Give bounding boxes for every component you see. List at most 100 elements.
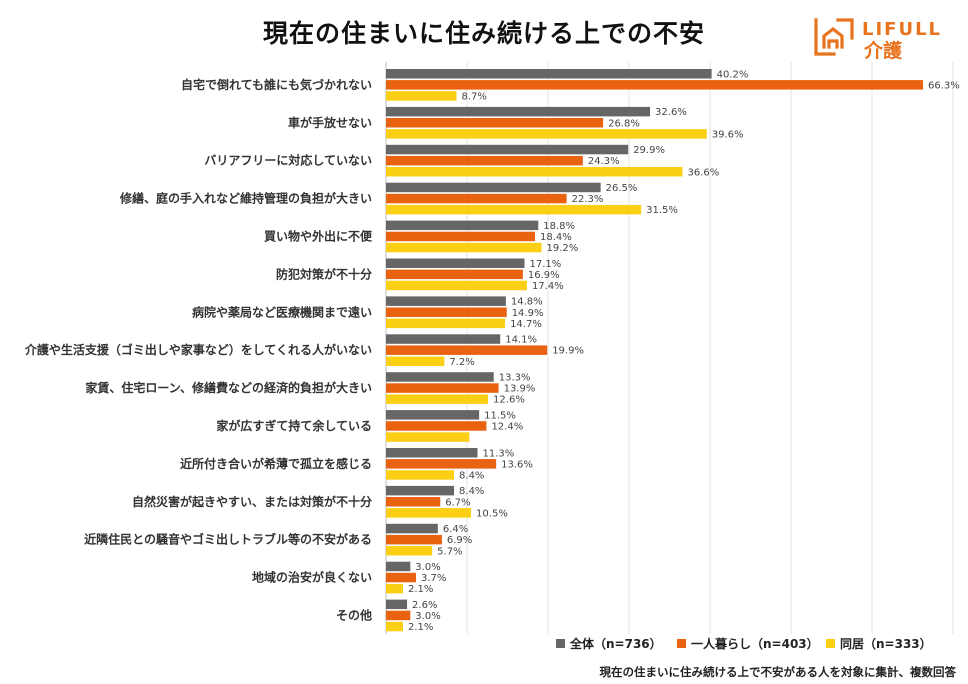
value-label: 19.9% bbox=[552, 346, 584, 357]
value-label: 26.5% bbox=[606, 183, 638, 194]
legend-label-2: 同居（n=333） bbox=[840, 636, 932, 651]
bar-series-2-cat-9 bbox=[386, 432, 470, 442]
category-label: その他 bbox=[336, 607, 372, 622]
value-label: 12.6% bbox=[493, 395, 525, 406]
value-label: 26.8% bbox=[608, 118, 640, 129]
logo-sub-text: 介護 bbox=[863, 39, 903, 62]
legend: 全体（n=736） 一人暮らし（n=403） 同居（n=333） bbox=[556, 636, 932, 651]
bar-series-0-cat-7 bbox=[386, 334, 501, 344]
value-label: 17.4% bbox=[532, 281, 564, 292]
value-label: 5.7% bbox=[437, 546, 462, 557]
bar-series-2-cat-11 bbox=[386, 508, 472, 518]
bar-series-1-cat-2 bbox=[386, 155, 583, 166]
bar-series-1-cat-10 bbox=[386, 459, 497, 469]
bar-series-2-cat-4 bbox=[386, 242, 542, 253]
value-label: 14.9% bbox=[512, 308, 544, 319]
value-label: 39.6% bbox=[712, 129, 744, 140]
category-label: 家が広すぎて持て余している bbox=[216, 418, 372, 433]
value-label: 10.5% bbox=[476, 508, 508, 519]
category-label: 修繕、庭の手入れなど維持管理の負担が大きい bbox=[119, 191, 372, 206]
bar-series-0-cat-1 bbox=[386, 106, 651, 117]
legend-swatch-2 bbox=[826, 639, 835, 648]
bar-series-1-cat-7 bbox=[386, 345, 548, 355]
value-label: 6.4% bbox=[443, 524, 468, 535]
category-label: 車が手放せない bbox=[288, 115, 372, 130]
value-label: 22.3% bbox=[572, 194, 604, 205]
bar-series-0-cat-8 bbox=[386, 372, 494, 382]
category-label: 買い物や外出に不便 bbox=[264, 228, 373, 243]
value-label: 16.9% bbox=[528, 270, 560, 281]
bar-series-0-cat-6 bbox=[386, 296, 506, 306]
bar-series-2-cat-8 bbox=[386, 394, 489, 404]
bar-series-1-cat-13 bbox=[386, 572, 416, 583]
value-label: 14.8% bbox=[511, 297, 543, 308]
value-label: 18.4% bbox=[540, 232, 572, 243]
value-label: 8.4% bbox=[459, 471, 484, 482]
value-label: 14.1% bbox=[505, 335, 537, 346]
bar-series-2-cat-12 bbox=[386, 546, 433, 556]
value-label: 3.7% bbox=[421, 573, 446, 584]
bars bbox=[386, 69, 924, 632]
category-label: 自然災害が起きやすい、または対策が不十分 bbox=[132, 494, 372, 509]
bar-series-0-cat-14 bbox=[386, 599, 408, 610]
value-label: 13.3% bbox=[499, 373, 531, 384]
value-label: 32.6% bbox=[655, 107, 687, 118]
bar-series-0-cat-3 bbox=[386, 182, 601, 193]
value-label: 18.8% bbox=[543, 221, 575, 232]
category-label: 自宅で倒れても誰にも気づかれない bbox=[181, 77, 372, 92]
house-icon bbox=[814, 18, 854, 56]
value-label: 2.1% bbox=[408, 622, 433, 633]
bar-series-0-cat-13 bbox=[386, 561, 411, 572]
bar-series-1-cat-3 bbox=[386, 193, 567, 204]
value-label: 11.5% bbox=[484, 410, 516, 421]
value-label: 6.9% bbox=[447, 535, 472, 546]
bar-series-0-cat-4 bbox=[386, 220, 539, 231]
category-label: 地域の治安が良くない bbox=[252, 570, 372, 585]
value-label: 24.3% bbox=[588, 156, 620, 167]
footnote: 現在の住まいに住み続ける上で不安がある人を対象に集計、複数回答 bbox=[599, 665, 957, 679]
value-label: 40.2% bbox=[717, 69, 749, 80]
bar-series-0-cat-2 bbox=[386, 144, 629, 155]
bar-series-0-cat-10 bbox=[386, 448, 478, 458]
bar-series-1-cat-1 bbox=[386, 118, 604, 128]
bar-series-1-cat-11 bbox=[386, 497, 441, 507]
value-label: 14.7% bbox=[510, 319, 542, 330]
value-labels: 40.2% 66.3% 8.7% 32.6% 26.8% 39.6% 29.9% 24.3% 3… bbox=[408, 69, 960, 633]
bar-series-0-cat-12 bbox=[386, 523, 438, 534]
value-label: 6.7% bbox=[445, 497, 470, 508]
bar-series-1-cat-5 bbox=[386, 269, 523, 280]
bar-series-1-cat-6 bbox=[386, 307, 507, 317]
value-label: 36.6% bbox=[687, 167, 719, 178]
bar-series-2-cat-5 bbox=[386, 280, 527, 291]
value-label: 31.5% bbox=[646, 205, 678, 216]
category-labels: 自宅で倒れても誰にも気づかれない車が手放せないバリアフリーに対応していない修繕、… bbox=[24, 77, 373, 623]
value-label: 11.3% bbox=[483, 448, 515, 459]
bar-series-0-cat-11 bbox=[386, 485, 455, 496]
bar-series-2-cat-14 bbox=[386, 621, 404, 632]
bar-series-2-cat-3 bbox=[386, 204, 642, 215]
legend-label-0: 全体（n=736） bbox=[569, 636, 662, 651]
value-label: 19.2% bbox=[547, 243, 579, 254]
category-label: 病院や薬局など医療機関まで遠い bbox=[192, 304, 372, 319]
category-label: バリアフリーに対応していない bbox=[204, 153, 372, 168]
value-label: 13.6% bbox=[501, 459, 533, 470]
value-label: 66.3% bbox=[928, 80, 960, 91]
value-label: 2.1% bbox=[408, 584, 433, 595]
chart-title: 現在の住まいに住み続ける上での不安 bbox=[262, 19, 705, 48]
bar-series-1-cat-9 bbox=[386, 421, 487, 431]
bar-series-1-cat-8 bbox=[386, 383, 499, 393]
category-label: 近隣住民との騒音やゴミ出しトラブル等の不安がある bbox=[84, 532, 372, 547]
bar-series-0-cat-5 bbox=[386, 258, 525, 268]
legend-label-1: 一人暮らし（n=403） bbox=[691, 636, 819, 651]
category-label: 家賃、住宅ローン、修繕費などの経済的負担が大きい bbox=[85, 380, 372, 395]
bar-series-0-cat-0 bbox=[386, 69, 712, 79]
lifull-logo: LIFULL 介護 bbox=[814, 18, 940, 62]
bar-series-1-cat-4 bbox=[386, 231, 536, 242]
category-label: 近所付き合いが希薄で孤立を感じる bbox=[180, 456, 372, 471]
bar-series-1-cat-0 bbox=[386, 80, 924, 90]
value-label: 8.4% bbox=[459, 486, 484, 497]
bar-series-1-cat-12 bbox=[386, 534, 442, 545]
bar-series-2-cat-0 bbox=[386, 91, 457, 101]
value-label: 29.9% bbox=[633, 145, 665, 156]
